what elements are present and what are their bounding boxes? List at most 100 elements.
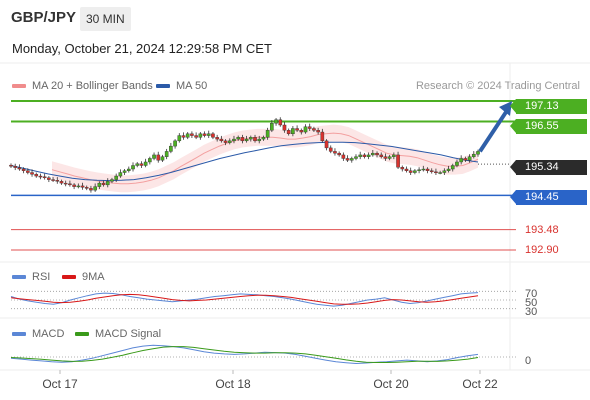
candle-body: [404, 168, 409, 171]
timeframe-badge[interactable]: 30 MIN: [80, 7, 131, 31]
rsi-swatch: [12, 275, 26, 280]
legend-bollinger-label: MA 20 + Bollinger Bands: [32, 80, 153, 92]
candle-body: [341, 154, 346, 159]
rsi-tick-50: 50: [525, 297, 538, 309]
candle-body: [328, 147, 333, 152]
candle-body: [169, 145, 173, 152]
candle-body: [471, 154, 476, 157]
candle-body: [429, 170, 434, 173]
candle-body: [47, 177, 51, 180]
candle-body: [42, 176, 47, 179]
candle-body: [177, 135, 182, 142]
legend-macd-signal: MACD Signal: [75, 328, 161, 340]
candle-body: [442, 170, 447, 173]
x-tick-oct-22: Oct 22: [462, 377, 498, 391]
candle-body: [408, 170, 413, 173]
candle-body: [387, 156, 392, 159]
macd-tick-0: 0: [525, 355, 532, 367]
candle-body: [223, 140, 228, 143]
legend-bollinger: MA 20 + Bollinger Bands: [12, 80, 153, 92]
candle-body: [26, 170, 30, 173]
candle-body: [194, 135, 198, 138]
candle-body: [375, 152, 379, 156]
candle-body: [354, 156, 358, 159]
candle-body: [206, 133, 211, 136]
candle-body: [59, 181, 64, 184]
candle-body: [55, 180, 60, 182]
candle-body: [21, 168, 26, 171]
x-tick-oct-17: Oct 17: [42, 377, 78, 391]
candle-body: [463, 158, 468, 161]
candle-body: [286, 130, 291, 135]
candle-body: [181, 135, 186, 138]
candle-body: [320, 131, 325, 142]
candle-body: [299, 130, 304, 133]
candle-body: [337, 152, 341, 156]
bollinger-swatch: [12, 84, 26, 89]
candle-body: [105, 181, 110, 186]
candle-body: [383, 156, 388, 159]
candle-body: [358, 154, 362, 157]
candle-body: [434, 171, 438, 174]
x-tick-oct-18: Oct 18: [215, 377, 251, 391]
candle-body: [270, 123, 274, 131]
candle-body: [114, 175, 118, 180]
candle-body: [215, 137, 219, 140]
ma50-swatch: [156, 84, 170, 89]
candle-body: [253, 137, 257, 142]
candle-body: [30, 172, 34, 175]
candle-body: [80, 185, 85, 188]
candle-body: [236, 137, 240, 140]
ma50-line: [10, 141, 479, 182]
candle-body: [349, 158, 354, 161]
macd-line: [10, 344, 479, 365]
candle-body: [261, 137, 266, 140]
candle-body: [89, 188, 93, 191]
candle-body: [240, 137, 245, 142]
candle-body: [63, 182, 68, 185]
candle-body: [135, 163, 140, 166]
candle-body: [257, 138, 262, 142]
candle-body: [303, 126, 308, 133]
candle-body: [446, 168, 451, 171]
level-label-192-90: 192.90: [525, 244, 559, 256]
candle-body: [459, 158, 463, 163]
bollinger-band: [52, 124, 478, 193]
level-label-last-price: 195.34: [510, 160, 587, 175]
candle-body: [274, 119, 278, 124]
candle-body: [371, 152, 375, 156]
chart-header: GBP/JPY 30 MIN: [0, 0, 590, 36]
candle-body: [345, 158, 350, 161]
candle-body: [202, 133, 207, 136]
candle-body: [68, 183, 72, 186]
candle-body: [139, 163, 144, 166]
candle-body: [13, 165, 18, 168]
x-tick-oct-20: Oct 20: [373, 377, 409, 391]
legend-ma50-label: MA 50: [176, 80, 208, 92]
legend-macd-label: MACD: [32, 328, 65, 340]
candle-body: [164, 151, 169, 157]
candle-body: [450, 165, 455, 170]
rsi-tick-70: 70: [525, 288, 538, 300]
level-label-197-13: 197.13: [510, 99, 587, 114]
candle-body: [425, 168, 430, 171]
candle-body: [211, 133, 215, 138]
candle-body: [324, 140, 329, 149]
candle-body: [392, 154, 396, 157]
legend-macd: MACD: [12, 328, 64, 340]
candle-body: [291, 128, 295, 135]
candle-body: [118, 172, 123, 177]
forecast-arrow-shaft: [478, 110, 508, 153]
candle-body: [76, 185, 81, 188]
legend-rsi: RSI: [12, 271, 50, 283]
forecast-arrowhead: [499, 101, 512, 117]
candle-body: [476, 151, 480, 155]
rsi-line: [10, 292, 479, 307]
candle-body: [232, 138, 236, 142]
rsi-ma-line: [10, 293, 479, 305]
level-label-193-48: 193.48: [525, 224, 559, 236]
candle-body: [278, 119, 283, 126]
macd-swatch: [12, 332, 26, 337]
candle-body: [219, 138, 224, 142]
candle-body: [34, 174, 39, 177]
